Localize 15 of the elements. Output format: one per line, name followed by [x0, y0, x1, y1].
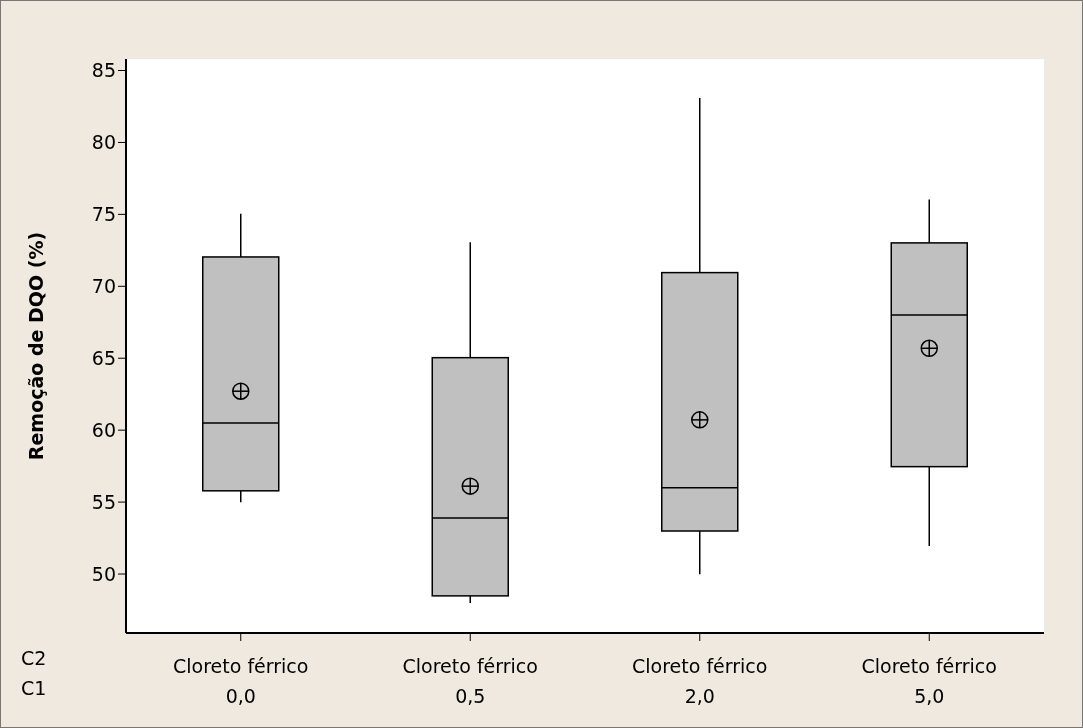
y-tick-label: 50	[91, 562, 116, 585]
text: C1	[21, 677, 47, 699]
y-axis-title: Remoção de DQO (%)	[24, 231, 47, 461]
y-tick-label: 60	[91, 418, 116, 441]
x-tick-label: Cloreto férrico 0,0	[173, 655, 309, 707]
y-tick-label: 65	[91, 346, 116, 369]
y-tick-label: 55	[91, 490, 116, 513]
y-tick-label: 75	[91, 203, 116, 226]
x-tick-label: Cloreto férrico 0,5	[402, 655, 538, 707]
y-tick-label: 70	[91, 275, 116, 298]
x-tick-label: Cloreto férrico 2,0	[632, 655, 768, 707]
x-tick-label: Cloreto férrico 5,0	[861, 655, 997, 707]
y-tick-label: 80	[91, 131, 116, 154]
text: C2	[21, 647, 47, 669]
y-tick-label: 85	[91, 59, 116, 82]
